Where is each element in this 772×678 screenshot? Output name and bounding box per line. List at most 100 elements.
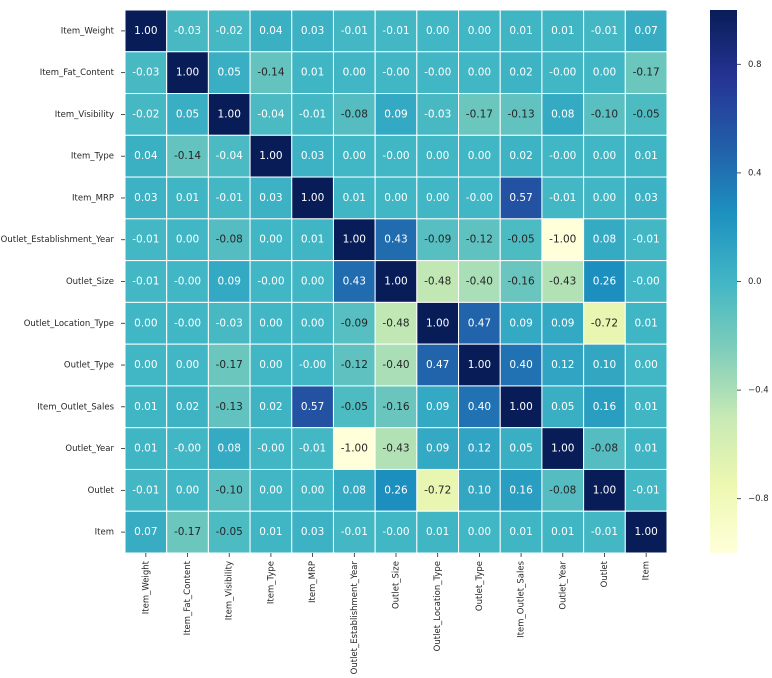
cell-label: -0.08 xyxy=(591,443,618,455)
heatmap-cell xyxy=(499,134,543,178)
cell-label: -0.02 xyxy=(132,108,159,120)
cell-label: 0.57 xyxy=(509,192,532,204)
heatmap-cell xyxy=(458,385,501,429)
heatmap-cell xyxy=(583,385,626,429)
cell-label: 0.01 xyxy=(134,443,157,455)
cell-label: 0.00 xyxy=(384,192,407,204)
cell-label: 0.00 xyxy=(593,150,616,162)
cell-label: 0.01 xyxy=(551,25,574,37)
heatmap-cell xyxy=(332,134,376,178)
heatmap-cell xyxy=(541,343,585,387)
cell-label: -0.17 xyxy=(174,526,201,538)
cell-label: 0.43 xyxy=(343,276,366,288)
heatmap-cell xyxy=(458,427,501,470)
cell-label: 0.03 xyxy=(301,25,324,37)
heatmap-cell xyxy=(166,218,209,262)
y-tick-label: Outlet_Location_Type xyxy=(24,319,114,329)
cell-label: 0.57 xyxy=(301,401,324,413)
heatmap-cell xyxy=(374,51,418,95)
cell-label: 0.16 xyxy=(593,401,617,413)
cell-label: -0.09 xyxy=(424,234,451,246)
cell-label: 0.01 xyxy=(343,192,366,204)
cell-label: 0.05 xyxy=(509,443,532,455)
cell-label: -0.01 xyxy=(132,234,159,246)
heatmap-cell xyxy=(624,93,668,136)
cell-label: 0.01 xyxy=(301,234,324,246)
heatmap-cell xyxy=(583,134,626,178)
cell-label: 0.00 xyxy=(259,359,282,371)
cell-label: 0.00 xyxy=(301,317,324,329)
cell-label: -0.01 xyxy=(633,234,660,246)
colorbar-tick-label: −0.8 xyxy=(748,494,769,504)
cell-label: 1.00 xyxy=(593,484,616,496)
heatmap-cell xyxy=(249,510,293,554)
cell-label: 1.00 xyxy=(218,108,241,120)
cell-label: -0.00 xyxy=(549,150,576,162)
colorbar-tick-label: 0.8 xyxy=(748,60,762,70)
heatmap-cell xyxy=(458,260,501,303)
cell-label: 0.01 xyxy=(176,192,199,204)
x-tick-label: Item_MRP xyxy=(308,561,318,603)
cell-label: 1.00 xyxy=(343,234,366,246)
cell-label: -0.01 xyxy=(382,25,409,37)
cell-label: 0.01 xyxy=(634,443,657,455)
heatmap-cell xyxy=(416,427,460,470)
cell-label: -0.08 xyxy=(549,484,576,496)
x-tick-label: Item_Outlet_Sales xyxy=(517,560,527,637)
cell-label: 0.10 xyxy=(468,484,491,496)
y-tick-label: Outlet_Year xyxy=(65,444,114,454)
cell-label: 1.00 xyxy=(301,192,324,204)
cell-label: 0.00 xyxy=(426,192,449,204)
x-tick-label: Item_Type xyxy=(266,561,276,604)
heatmap-cell xyxy=(249,385,293,429)
heatmap-cell xyxy=(249,301,293,345)
cell-label: 0.00 xyxy=(259,484,282,496)
heatmap-cell xyxy=(124,260,168,303)
heatmap-cell xyxy=(499,9,543,53)
x-tick-label: Outlet_Location_Type xyxy=(433,561,443,651)
heatmap-cell xyxy=(624,468,668,512)
heatmap-cell xyxy=(374,468,418,512)
x-tick-label: Outlet_Establishment_Year xyxy=(350,561,360,675)
cell-label: 0.03 xyxy=(301,526,324,538)
heatmap-cell xyxy=(124,427,168,470)
heatmap-cell xyxy=(541,93,585,136)
cell-label: 0.09 xyxy=(426,443,449,455)
heatmap-cell xyxy=(207,93,251,136)
cell-label: 0.02 xyxy=(259,401,282,413)
heatmap-cell xyxy=(249,218,293,262)
cell-label: 0.01 xyxy=(509,526,532,538)
heatmap-cell xyxy=(374,301,418,345)
heatmap-cell xyxy=(332,510,376,554)
cell-label: -0.02 xyxy=(216,25,243,37)
cell-label: 0.00 xyxy=(176,234,199,246)
cell-label: 0.09 xyxy=(218,276,241,288)
heatmap-cell xyxy=(166,427,209,470)
cell-label: 0.40 xyxy=(468,401,491,413)
cell-label: -0.43 xyxy=(549,276,576,288)
cell-label: -0.00 xyxy=(174,276,201,288)
heatmap-cell xyxy=(541,134,585,178)
cell-label: -0.05 xyxy=(633,108,660,120)
heatmap-cell xyxy=(166,385,209,429)
cell-label: -0.08 xyxy=(216,234,243,246)
heatmap-cell xyxy=(332,468,376,512)
heatmap-cell xyxy=(541,385,585,429)
cell-label: -0.17 xyxy=(633,67,660,79)
heatmap-cell xyxy=(291,51,334,95)
y-tick-label: Item_Fat_Content xyxy=(40,68,115,78)
heatmap-cell xyxy=(416,218,460,262)
heatmap-cell xyxy=(416,134,460,178)
cell-label: -0.08 xyxy=(341,108,368,120)
cell-label: 0.04 xyxy=(259,25,283,37)
y-tick-label: Outlet_Establishment_Year xyxy=(1,235,115,245)
cell-label: 0.01 xyxy=(634,401,657,413)
heatmap-cell xyxy=(583,176,626,220)
cell-label: 0.00 xyxy=(259,317,282,329)
cell-label: 0.03 xyxy=(134,192,157,204)
cell-label: 1.00 xyxy=(384,276,407,288)
heatmap-cell xyxy=(166,9,209,53)
cell-label: -0.00 xyxy=(549,67,576,79)
cell-label: -0.16 xyxy=(507,276,534,288)
